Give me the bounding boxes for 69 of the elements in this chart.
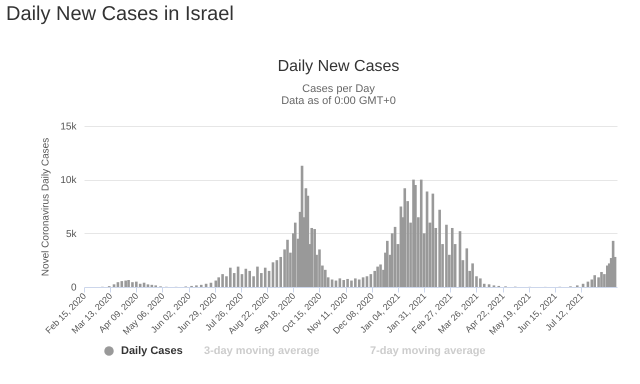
- bar: [358, 279, 361, 287]
- bar: [142, 282, 146, 287]
- bar: [471, 263, 474, 287]
- y-tick-label: 0: [70, 282, 77, 294]
- chart-title: Daily New Cases: [278, 58, 400, 75]
- bar: [318, 249, 321, 287]
- bar: [256, 266, 259, 287]
- chart-subtitle: Cases per Day Data as of 0:00 GMT+0: [281, 83, 396, 107]
- bar: [131, 282, 134, 287]
- y-tick-label: 10k: [60, 175, 78, 186]
- bar: [438, 210, 441, 287]
- bar: [221, 274, 224, 287]
- bar: [593, 275, 596, 287]
- bar: [120, 281, 124, 287]
- bar: [582, 284, 584, 287]
- bar: [432, 194, 434, 287]
- bar: [330, 279, 334, 287]
- bar: [586, 282, 590, 287]
- text: Daily New Cases in Israel: [6, 3, 234, 25]
- bar: [138, 284, 142, 287]
- bar: [127, 280, 130, 287]
- bar: [376, 266, 379, 287]
- bar: [276, 260, 278, 287]
- bar: [300, 166, 304, 287]
- bar: [214, 280, 218, 287]
- bar: [244, 268, 248, 287]
- bar: [210, 282, 212, 287]
- bar: [420, 180, 423, 287]
- bar: [379, 264, 382, 287]
- bar: [334, 280, 338, 287]
- bar: [112, 284, 116, 287]
- bar: [366, 276, 368, 287]
- bar: [354, 278, 357, 287]
- legend-label: Daily Cases: [121, 345, 183, 357]
- bar: [403, 188, 406, 287]
- bar: [338, 278, 342, 287]
- bar: [116, 282, 120, 287]
- bar: [394, 226, 396, 287]
- bar: [458, 231, 462, 287]
- bar: [236, 266, 240, 287]
- bar: [350, 280, 353, 287]
- bar: [445, 224, 448, 287]
- bar: [124, 280, 127, 287]
- bar: [146, 284, 150, 287]
- bar: [370, 274, 372, 287]
- bar: [465, 248, 468, 287]
- y-axis-title: Novel Coronavirus Daily Cases: [40, 138, 52, 276]
- bar: [217, 277, 220, 287]
- bar: [294, 222, 297, 287]
- bar: [264, 268, 267, 287]
- bar: [135, 282, 138, 287]
- bar: [600, 272, 603, 287]
- bar: [373, 270, 376, 287]
- bar: [450, 228, 454, 287]
- bar: [342, 280, 346, 287]
- bar: [272, 262, 274, 287]
- y-tick-label: 5k: [66, 228, 78, 240]
- y-tick-label: 15k: [60, 122, 78, 132]
- bar: [479, 278, 482, 287]
- bar: [324, 270, 327, 287]
- bar: [590, 279, 594, 287]
- bar: [362, 277, 364, 287]
- bar: [248, 270, 252, 287]
- bar: [229, 268, 232, 287]
- bar: [204, 284, 208, 287]
- bar: [346, 278, 349, 287]
- bar: [286, 240, 289, 287]
- bar: [386, 240, 389, 287]
- bar: [426, 191, 428, 287]
